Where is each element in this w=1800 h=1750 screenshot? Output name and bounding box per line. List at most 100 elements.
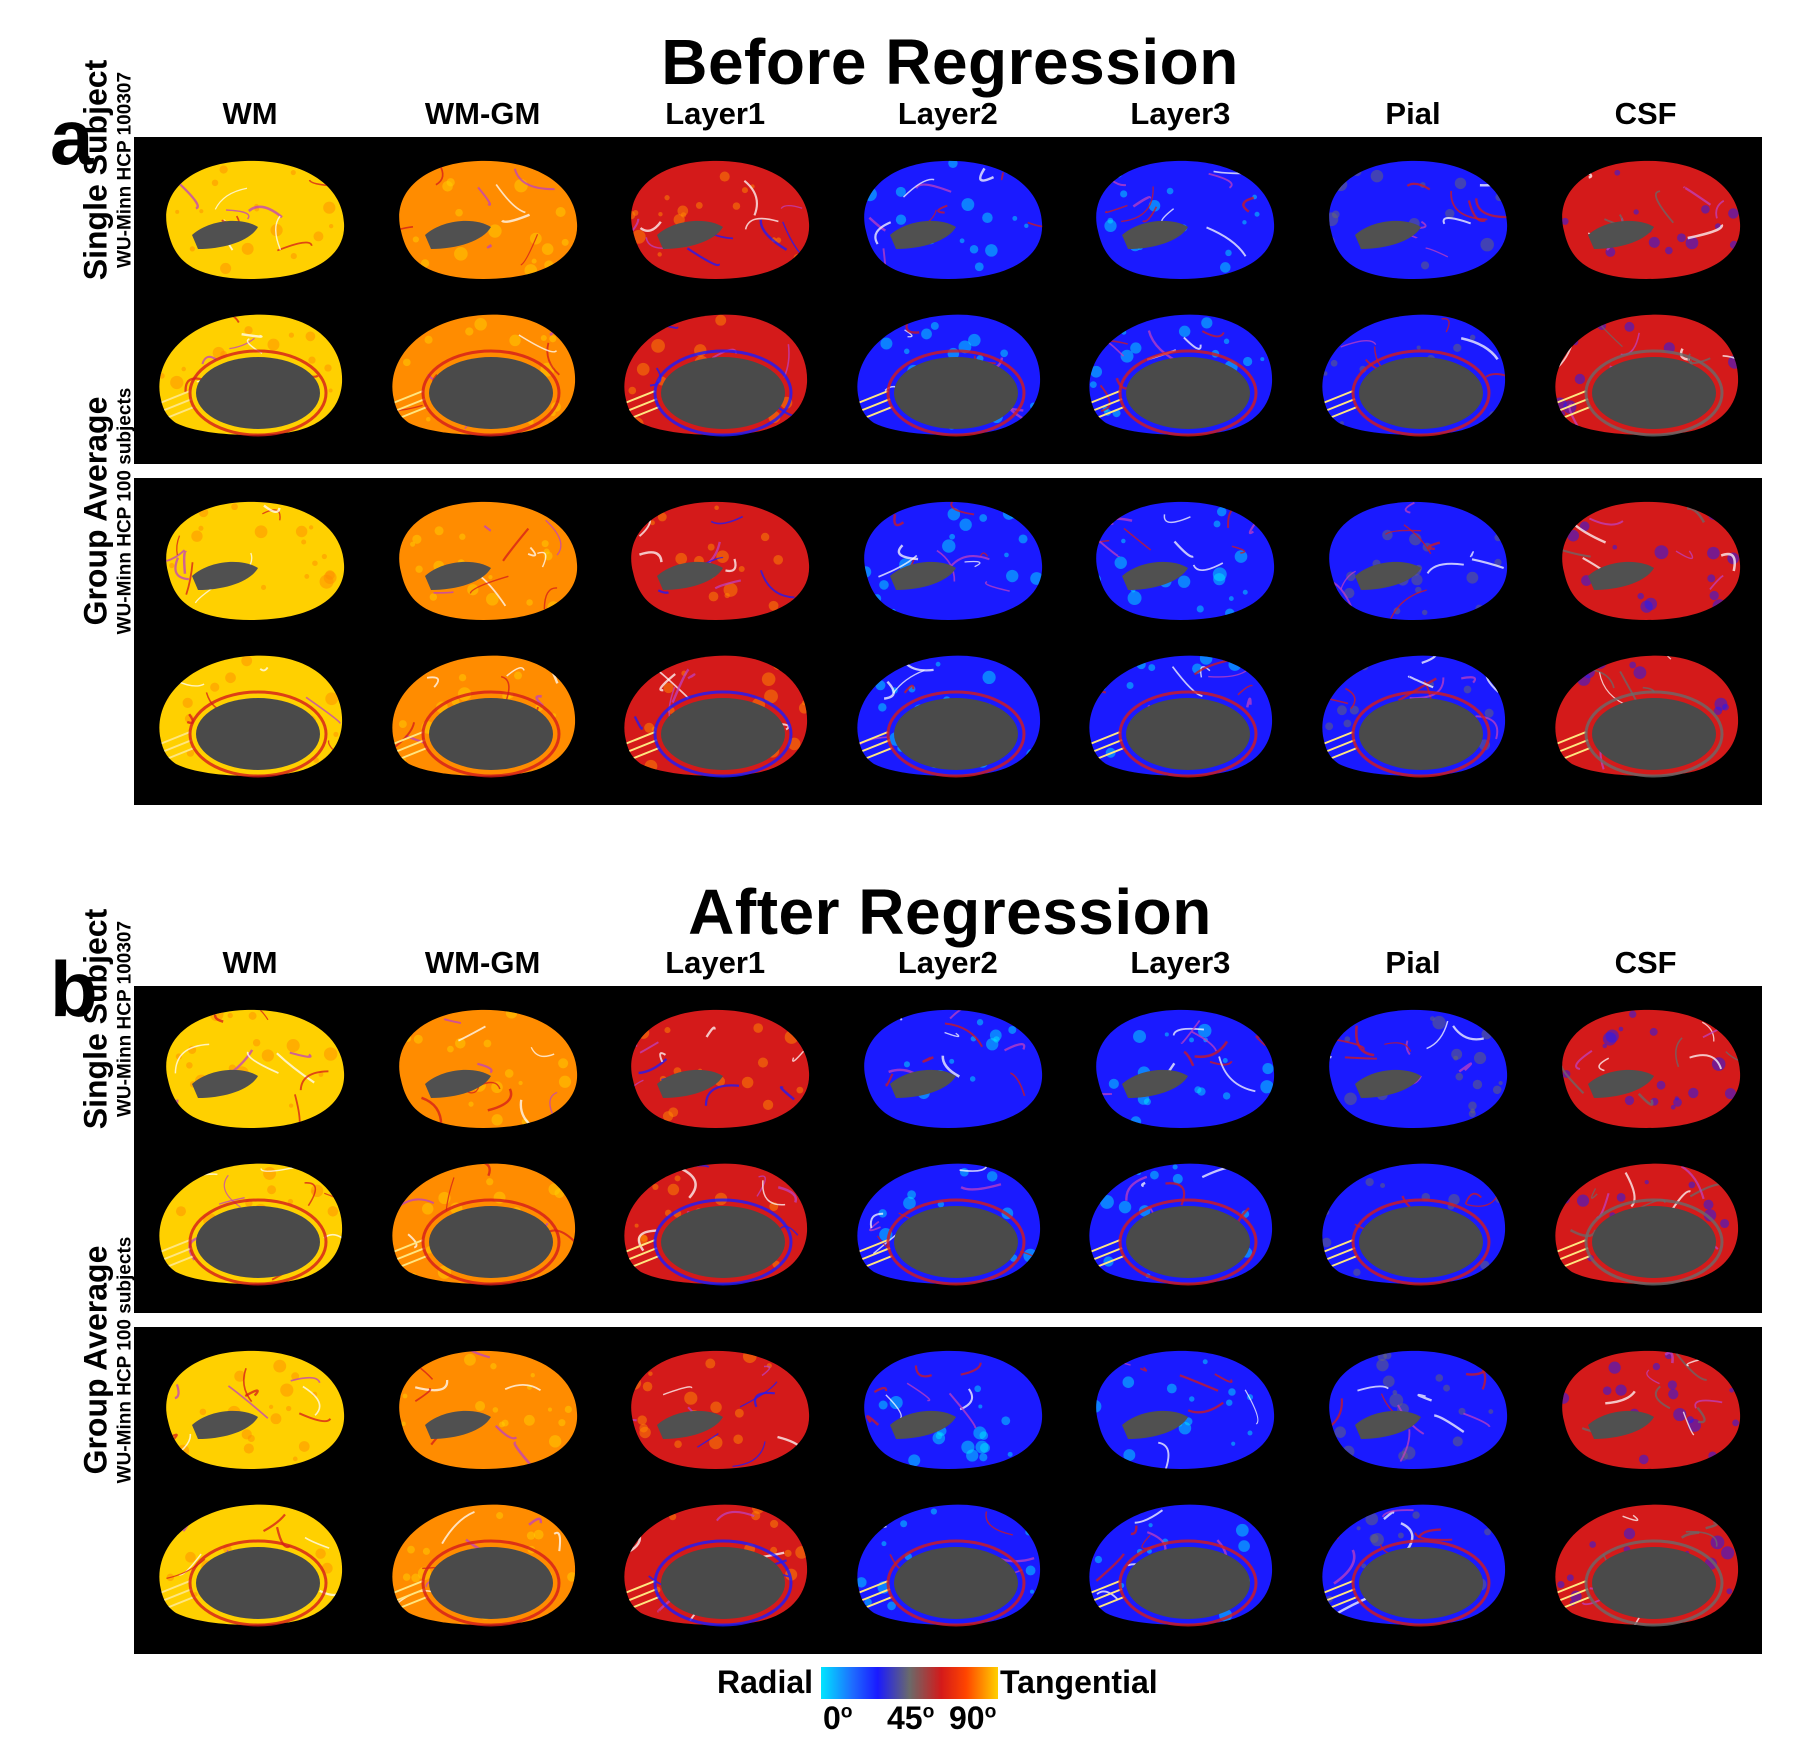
medial-brain-surface-layer2 [848, 648, 1048, 783]
lateral-brain-surface-layer1 [615, 1343, 815, 1478]
lateral-brain-surface-pial [1313, 153, 1513, 288]
medial-brain-surface-layer3 [1080, 1156, 1280, 1291]
medial-brain-surface-layer2 [848, 1497, 1048, 1632]
row-label-a-group: Group Average WU-Minn HCP 100 subjects [78, 348, 144, 675]
row-label-sub: WU-Minn HCP 100 subjects [114, 1236, 136, 1484]
lateral-brain-surface-layer2 [848, 153, 1048, 288]
lateral-brain-surface-layer3 [1080, 153, 1280, 288]
lateral-brain-surface-wm [150, 1002, 350, 1137]
column-label-wm-gm: WM-GM [424, 96, 541, 131]
lateral-brain-surface-pial [1313, 1343, 1513, 1478]
lateral-brain-surface-wm-gm [383, 494, 583, 629]
medial-brain-surface-layer2 [848, 307, 1048, 442]
medial-brain-surface-csf [1546, 307, 1746, 442]
degree-symbol: o [922, 1701, 935, 1723]
degree-symbol: o [984, 1701, 997, 1723]
degree-symbol: o [840, 1701, 853, 1723]
legend-tick-45: 45o [887, 1700, 934, 1737]
column-label-layer3: Layer3 [1130, 96, 1231, 131]
column-label-wm-gm: WM-GM [424, 945, 541, 980]
row-label-sub: WU-Minn HCP 100307 [114, 71, 136, 269]
medial-brain-surface-wm [150, 307, 350, 442]
tick-90-value: 90 [949, 1700, 985, 1736]
tick-0-value: 0 [823, 1700, 841, 1736]
lateral-brain-surface-layer1 [615, 153, 815, 288]
column-label-pial: Pial [1385, 945, 1441, 980]
row-label-sub: WU-Minn HCP 100307 [114, 920, 136, 1118]
row-label-b-single: Single Subject WU-Minn HCP 100307 [78, 856, 144, 1183]
legend-radial-label: Radial [717, 1664, 814, 1700]
medial-brain-surface-layer1 [615, 648, 815, 783]
lateral-brain-surface-layer1 [615, 1002, 815, 1137]
lateral-brain-surface-wm-gm [383, 1343, 583, 1478]
lateral-brain-surface-wm-gm [383, 1002, 583, 1137]
row-label-b-group: Group Average WU-Minn HCP 100 subjects [78, 1197, 144, 1524]
medial-brain-surface-pial [1313, 648, 1513, 783]
lateral-brain-surface-wm [150, 153, 350, 288]
legend-colorbar [821, 1667, 998, 1699]
brain-block-b-group [134, 1327, 1762, 1654]
lateral-brain-surface-pial [1313, 494, 1513, 629]
medial-brain-surface-layer1 [615, 1156, 815, 1291]
medial-brain-surface-wm-gm [383, 1156, 583, 1291]
brain-block-b-single [134, 986, 1762, 1313]
row-label-main: Single Subject [77, 59, 114, 281]
tick-45-value: 45 [887, 1700, 923, 1736]
column-label-layer1: Layer1 [665, 96, 766, 131]
lateral-brain-surface-csf [1546, 494, 1746, 629]
brain-block-a-group [134, 478, 1762, 805]
lateral-brain-surface-pial [1313, 1002, 1513, 1137]
medial-brain-surface-pial [1313, 1156, 1513, 1291]
panel-a-letter: a [50, 93, 94, 181]
lateral-brain-surface-csf [1546, 1002, 1746, 1137]
row-label-a-single: Single Subject WU-Minn HCP 100307 [78, 7, 144, 334]
column-labels-b: WM WM-GM Layer1 Layer2 Layer3 Pial CSF [134, 945, 1762, 985]
row-label-sub: WU-Minn HCP 100 subjects [114, 387, 136, 635]
row-label-main: Single Subject [77, 908, 114, 1130]
lateral-brain-surface-layer3 [1080, 494, 1280, 629]
column-label-wm: WM [222, 945, 278, 980]
lateral-brain-surface-wm [150, 1343, 350, 1478]
medial-brain-surface-layer1 [615, 307, 815, 442]
medial-brain-surface-wm [150, 1156, 350, 1291]
column-label-pial: Pial [1385, 96, 1441, 131]
column-label-wm: WM [222, 96, 278, 131]
lateral-brain-surface-layer1 [615, 494, 815, 629]
panel-a-title: Before Regression [661, 26, 1239, 98]
row-label-main: Group Average [77, 1245, 114, 1475]
row-label-main: Group Average [77, 396, 114, 626]
panel-b-letter: b [50, 945, 98, 1033]
legend-tick-90: 90o [949, 1700, 996, 1737]
lateral-brain-surface-layer2 [848, 1002, 1048, 1137]
lateral-brain-surface-layer3 [1080, 1343, 1280, 1478]
medial-brain-surface-wm-gm [383, 307, 583, 442]
lateral-brain-surface-csf [1546, 1343, 1746, 1478]
column-label-layer2: Layer2 [897, 945, 998, 980]
column-label-layer3: Layer3 [1130, 945, 1231, 980]
column-label-layer2: Layer2 [897, 96, 998, 131]
medial-brain-surface-layer3 [1080, 648, 1280, 783]
lateral-brain-surface-layer3 [1080, 1002, 1280, 1137]
panel-b-title: After Regression [688, 876, 1212, 948]
medial-brain-surface-wm [150, 1497, 350, 1632]
medial-brain-surface-wm-gm [383, 1497, 583, 1632]
lateral-brain-surface-csf [1546, 153, 1746, 288]
medial-brain-surface-wm [150, 648, 350, 783]
column-labels-a: WM WM-GM Layer1 Layer2 Layer3 Pial CSF [134, 96, 1762, 136]
medial-brain-surface-csf [1546, 1156, 1746, 1291]
medial-brain-surface-pial [1313, 1497, 1513, 1632]
column-label-csf: CSF [1614, 96, 1677, 131]
medial-brain-surface-pial [1313, 307, 1513, 442]
lateral-brain-surface-wm-gm [383, 153, 583, 288]
medial-brain-surface-layer2 [848, 1156, 1048, 1291]
medial-brain-surface-csf [1546, 648, 1746, 783]
lateral-brain-surface-layer2 [848, 1343, 1048, 1478]
medial-brain-surface-layer3 [1080, 307, 1280, 442]
medial-brain-surface-csf [1546, 1497, 1746, 1632]
medial-brain-surface-layer3 [1080, 1497, 1280, 1632]
medial-brain-surface-wm-gm [383, 648, 583, 783]
brain-block-a-single [134, 137, 1762, 464]
lateral-brain-surface-wm [150, 494, 350, 629]
legend-tangential-label: Tangential [1000, 1664, 1158, 1700]
column-label-layer1: Layer1 [665, 945, 766, 980]
